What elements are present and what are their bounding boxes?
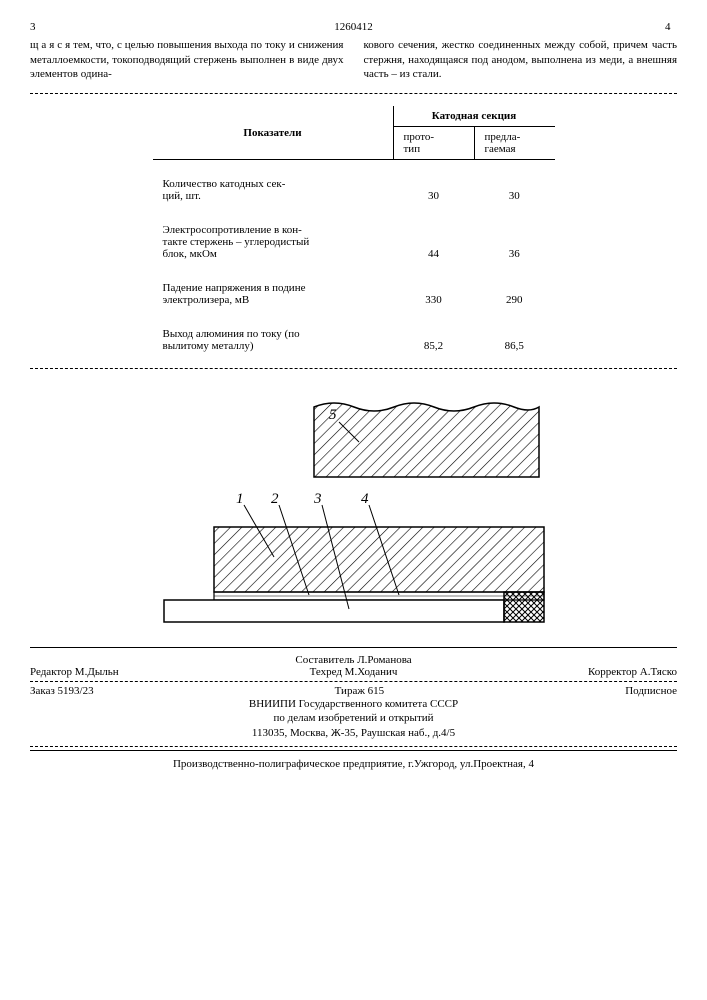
subscript: Подписное [625,685,677,697]
text-columns: щ а я с я тем, что, с целью повышения вы… [30,38,677,81]
rule [30,647,677,648]
th-section: Катодная секция [393,106,555,127]
imprint: ВНИИПИ Государственного комитета СССР по… [30,697,677,740]
addr: 113035, Москва, Ж-35, Раушская наб., д.4… [30,726,677,740]
cell-v2: 36 [474,220,555,264]
cell-v2: 290 [474,278,555,310]
cell-v2: 86,5 [474,324,555,356]
dashed-separator [30,93,677,94]
page-num-right: 4 [665,20,677,34]
cell-label: Электросопротивление в кон- такте стерже… [153,220,394,264]
rule [30,750,677,751]
doc-number: 1260412 [314,20,394,34]
table-row: Количество катодных сек- ций, шт. 30 30 [153,174,555,206]
figure: 5 1 2 3 4 [144,387,564,637]
order-num: Заказ 5193/23 [30,685,94,697]
cell-label: Падение напряжения в подине электролизер… [153,278,394,310]
column-left: щ а я с я тем, что, с целью повышения вы… [30,38,344,81]
cell-v1: 30 [393,174,474,206]
order-row: Заказ 5193/23 Тираж 615 Подписное [30,685,677,697]
cell-v1: 330 [393,278,474,310]
col-left-text: щ а я с я тем, что, с целью повышения вы… [30,39,344,80]
credits-editor: Редактор М.Дыльн [30,666,210,678]
tirazh: Тираж 615 [335,685,385,697]
dashed-separator [30,746,677,747]
th-indicator: Показатели [153,106,394,160]
table-row: Выход алюминия по току (по вылитому мета… [153,324,555,356]
credits: Составитель Л.Романова Редактор М.Дыльн … [30,654,677,678]
credits-techred: Техред М.Ходанич [210,666,497,678]
column-right: кового сечения, жестко соединенных между… [364,38,678,81]
diagram-svg: 5 1 2 3 4 [144,387,564,637]
credits-compiler: Составитель Л.Романова [180,654,527,666]
cell-v2: 30 [474,174,555,206]
printer-line: Производственно-полиграфическое предприя… [30,757,677,771]
cell-label: Выход алюминия по току (по вылитому мета… [153,324,394,356]
cell-v1: 85,2 [393,324,474,356]
cell-v1: 44 [393,220,474,264]
org1: ВНИИПИ Государственного комитета СССР [30,697,677,711]
fig-label-2: 2 [271,491,279,507]
table-row: Электросопротивление в кон- такте стерже… [153,220,555,264]
header-columns: 3 1260412 4 [30,20,677,34]
dashed-separator [30,681,677,682]
fig-label-1: 1 [236,491,244,507]
credits-corrector: Корректор А.Тяско [497,666,677,678]
org2: по делам изобретений и открытий [30,711,677,725]
data-table: Показатели Катодная секция прото- тип пр… [153,106,555,356]
fig-label-3: 3 [313,491,322,507]
col-right-text: кового сечения, жестко соединенных между… [364,39,678,80]
table-row: Падение напряжения в подине электролизер… [153,278,555,310]
dashed-separator [30,368,677,369]
cell-label: Количество катодных сек- ций, шт. [153,174,394,206]
fig-label-5: 5 [329,407,337,423]
page-num-left: 3 [30,20,42,34]
fig-label-4: 4 [361,491,369,507]
th-proto: прото- тип [393,127,474,160]
th-proposed: предла- гаемая [474,127,555,160]
